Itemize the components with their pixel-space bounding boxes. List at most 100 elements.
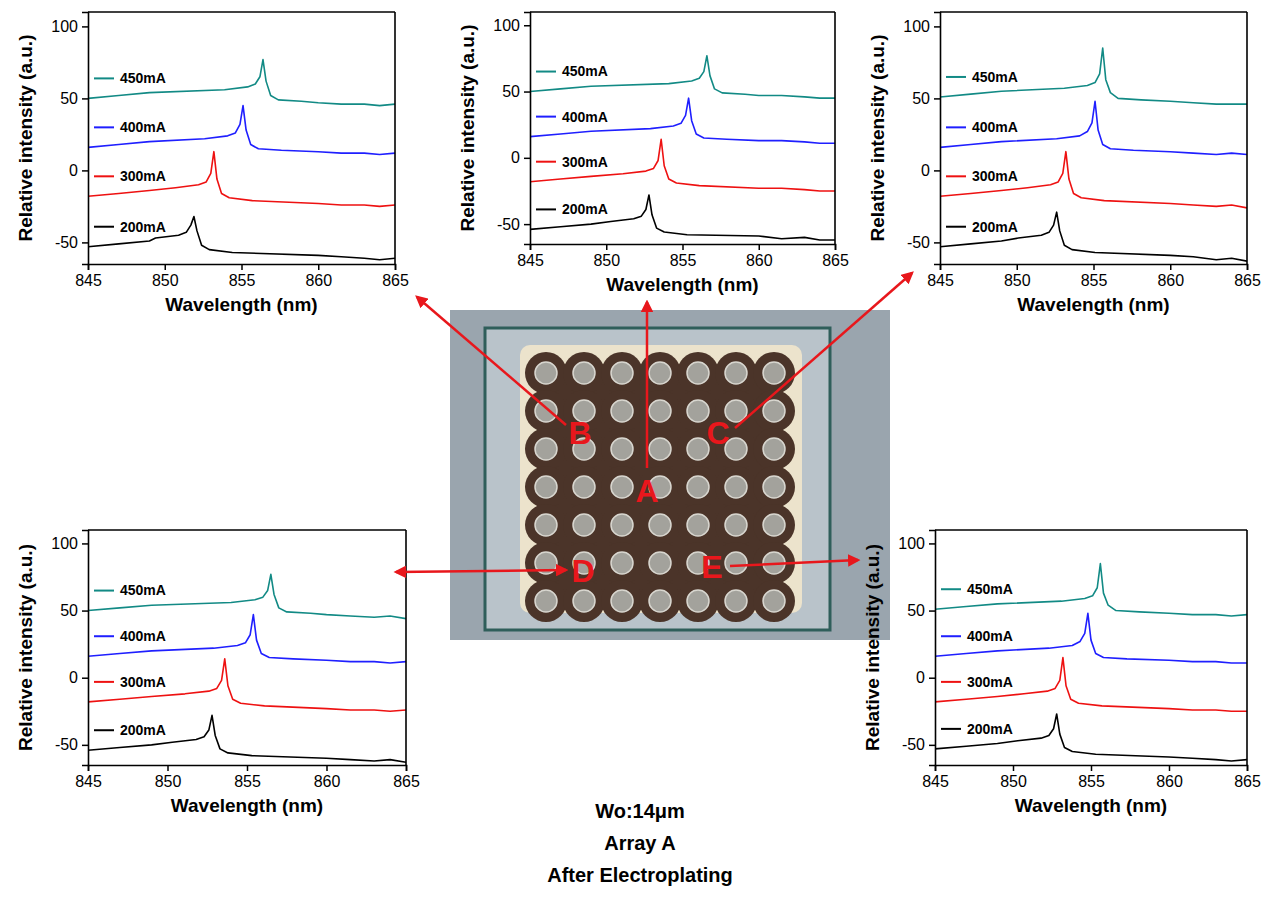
photo-cell (563, 352, 605, 394)
x-tick-label: 865 (393, 773, 420, 790)
y-tick-label: -50 (907, 234, 930, 251)
y-axis: -50050100 (898, 531, 935, 766)
photo-label: E (701, 549, 722, 585)
spectrum-line (88, 715, 406, 762)
photo-cell (639, 428, 681, 470)
x-tick-label: 845 (922, 773, 949, 790)
spectrum-line (940, 48, 1247, 104)
plot-lines (88, 60, 395, 260)
photo-labels: BACDE (568, 415, 729, 589)
panel: 845850855860865-50050100Wavelength (nm)R… (867, 12, 1261, 315)
photo-cell (601, 542, 643, 584)
photo-cell (525, 428, 567, 470)
y-tick: 100 (898, 535, 935, 552)
photo-emitter (649, 552, 671, 574)
y-tick: 50 (60, 90, 88, 107)
x-tick-label: 865 (1234, 272, 1261, 289)
legend-swatch (94, 77, 114, 79)
photo-label: C (706, 415, 729, 451)
y-tick: 100 (51, 18, 88, 35)
caption-line: Array A (604, 832, 676, 854)
spectrum-line (88, 659, 406, 711)
y-tick-mark (524, 91, 530, 93)
photo-cell (639, 390, 681, 432)
photo-cell (677, 504, 719, 546)
x-tick-label: 845 (517, 252, 544, 269)
x-tick-mark (406, 765, 408, 771)
spectrum-line (530, 56, 835, 98)
x-tick-mark (1170, 264, 1172, 270)
frame-right (834, 12, 836, 244)
spectrum-line (88, 574, 406, 618)
legend-swatch (94, 681, 114, 683)
legend-swatch (94, 126, 114, 128)
legend-label: 300mA (120, 168, 166, 184)
y-tick: 0 (511, 149, 530, 166)
photo-emitter (611, 400, 633, 422)
x-axis-title: Wavelength (nm) (1017, 294, 1169, 315)
y-tick-mark (934, 170, 940, 172)
photo-cell (715, 352, 757, 394)
photo-cell (563, 504, 605, 546)
photo-cell (601, 504, 643, 546)
spectrum-line (88, 106, 395, 155)
x-tick-mark (1169, 765, 1171, 771)
x-tick: 845 (922, 765, 949, 790)
y-tick-label: -50 (497, 216, 520, 233)
photo-label: D (571, 553, 594, 589)
x-axis-title: Wavelength (nm) (171, 795, 323, 816)
photo-cell (601, 390, 643, 432)
figure: 845850855860865 -50 0 50 100 Wavelength (nm) R… (0, 0, 1276, 901)
legend-label: 200mA (120, 219, 166, 235)
y-tick-label: 0 (916, 669, 925, 686)
photo-cell (525, 580, 567, 622)
photo-cell (677, 580, 719, 622)
y-tick-mark (82, 677, 88, 679)
x-axis-title: Wavelength (nm) (606, 274, 758, 295)
y-tick-mark (934, 98, 940, 100)
photo-cell (753, 428, 795, 470)
y-tick: -50 (907, 234, 940, 251)
y-tick-label: 50 (502, 83, 520, 100)
photo-cell (601, 580, 643, 622)
x-tick: 845 (75, 765, 102, 790)
legend-label: 300mA (972, 168, 1018, 184)
photo-cell (753, 352, 795, 394)
x-tick-label: 865 (1234, 773, 1261, 790)
photo-emitter (763, 400, 785, 422)
photo (450, 310, 890, 640)
plot-background (935, 530, 1247, 765)
x-tick: 855 (670, 244, 697, 269)
legend-label: 400mA (120, 628, 166, 644)
spectrum-line (935, 564, 1247, 616)
photo-cell (525, 352, 567, 394)
x-tick: 860 (746, 244, 773, 269)
x-tick-label: 855 (1081, 272, 1108, 289)
photo-cell (639, 352, 681, 394)
photo-cell (639, 504, 681, 546)
photo-cell (563, 466, 605, 508)
y-tick-label: -50 (902, 736, 925, 753)
y-axis-title: Relative intensity (a.u.) (457, 25, 478, 232)
photo-emitter (573, 590, 595, 612)
x-tick-mark (682, 244, 684, 250)
x-tick-label: 855 (234, 773, 261, 790)
x-tick-mark (247, 765, 249, 771)
x-tick-mark (167, 765, 169, 771)
y-axis-title: Relative intensity (a.u.) (15, 35, 36, 242)
y-tick: 0 (916, 669, 935, 686)
x-axis: 845850855860865 (922, 765, 1261, 790)
plot-background (88, 530, 406, 765)
spectrum-line (88, 60, 395, 106)
legend-swatch (94, 729, 114, 731)
y-tick-label: 0 (69, 162, 78, 179)
y-axis-title: Relative intensity (a.u.) (867, 35, 888, 242)
y-tick-label: 100 (51, 535, 78, 552)
y-axis-line (929, 531, 936, 766)
photo-cell (753, 466, 795, 508)
photo-cell (753, 504, 795, 546)
x-tick: 845 (75, 264, 102, 289)
y-tick-mark (929, 677, 935, 679)
panel: 845850855860865-50050100Wavelength (nm)R… (15, 12, 409, 315)
x-axis-line (89, 766, 407, 772)
